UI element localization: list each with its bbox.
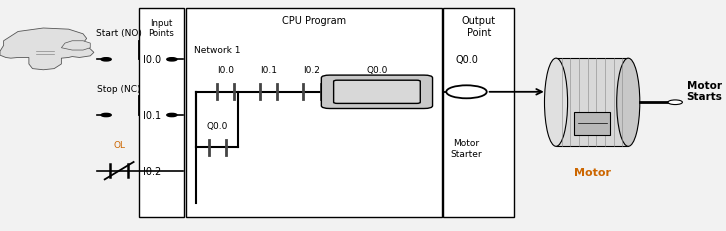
Text: I0.2: I0.2 [303, 66, 320, 75]
Text: CPU Program: CPU Program [282, 16, 346, 26]
Text: Q0.0: Q0.0 [207, 122, 228, 131]
Text: Start (NO): Start (NO) [97, 29, 142, 38]
Bar [556, 59, 628, 147]
Ellipse shape [616, 59, 640, 147]
Circle shape [101, 58, 111, 62]
Circle shape [101, 114, 111, 117]
Text: I0.1: I0.1 [260, 66, 277, 75]
Text: Motor
Starts: Motor Starts [686, 80, 722, 102]
Bar [444, 9, 514, 217]
Text: Q0.0: Q0.0 [366, 66, 388, 75]
FancyBboxPatch shape [334, 81, 420, 104]
Bar [574, 112, 610, 135]
Text: Motor: Motor [574, 167, 611, 177]
Bar [186, 9, 442, 217]
Circle shape [167, 114, 177, 117]
Polygon shape [62, 42, 90, 51]
Text: I0.2: I0.2 [143, 166, 161, 176]
Ellipse shape [544, 59, 568, 147]
Circle shape [167, 58, 177, 62]
Text: Network 1: Network 1 [195, 46, 241, 55]
Bar [139, 9, 184, 217]
Text: OL: OL [113, 140, 125, 149]
Text: Input
Points: Input Points [148, 18, 174, 38]
Circle shape [446, 86, 486, 99]
Text: Q0.0: Q0.0 [455, 55, 478, 65]
Text: I0.1: I0.1 [143, 110, 161, 121]
Polygon shape [0, 29, 94, 70]
Text: Output
Point: Output Point [462, 16, 496, 38]
Text: I0.0: I0.0 [143, 55, 161, 65]
Circle shape [668, 100, 682, 105]
FancyBboxPatch shape [322, 76, 433, 109]
Text: Motor
Starter: Motor Starter [451, 139, 482, 158]
Text: I0.0: I0.0 [217, 66, 234, 75]
Text: Stop (NC): Stop (NC) [97, 85, 141, 93]
